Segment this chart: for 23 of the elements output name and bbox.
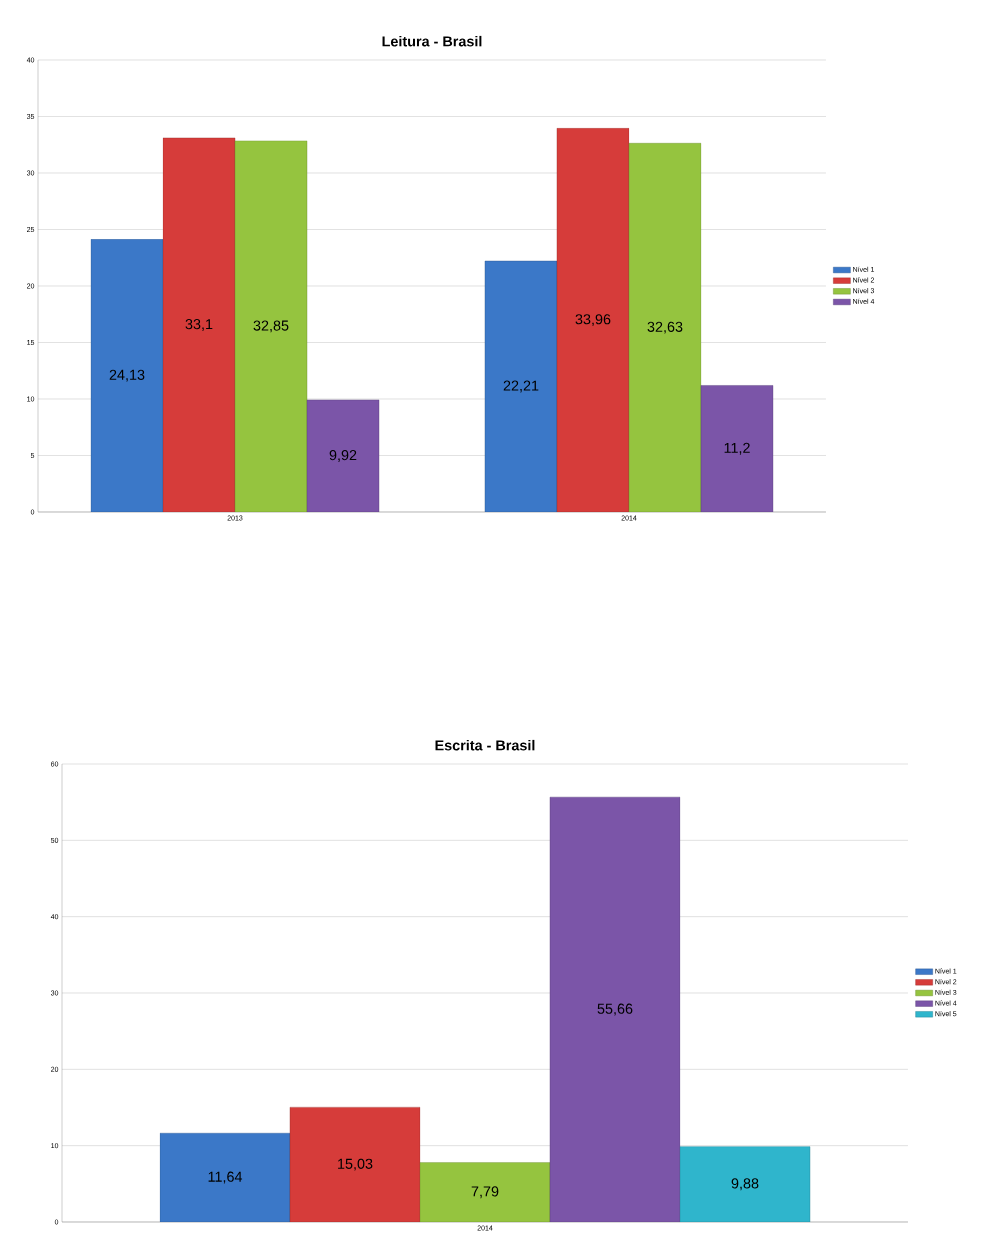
data-label: 55,66 — [597, 1003, 633, 1016]
bar — [306, 399, 380, 512]
data-label: 11,64 — [208, 1171, 243, 1184]
bar — [700, 385, 774, 512]
chart-title: Escrita - Brasil — [435, 739, 535, 751]
chart-title: Leitura - Brasil — [382, 35, 482, 47]
data-label: 9,92 — [329, 450, 357, 462]
data-label: 9,88 — [731, 1178, 759, 1191]
bar — [628, 143, 702, 512]
data-label: 33,96 — [575, 314, 611, 327]
bar — [162, 137, 236, 512]
bar — [90, 239, 164, 512]
data-label: 22,21 — [503, 380, 539, 393]
bar — [556, 128, 630, 512]
data-label: 32,63 — [647, 321, 683, 334]
bar — [234, 140, 308, 512]
data-label: 24,13 — [109, 369, 145, 382]
data-label: 15,03 — [338, 1158, 373, 1171]
data-label: 7,79 — [471, 1186, 499, 1199]
data-label: 11,2 — [724, 442, 750, 455]
data-label: 32,85 — [253, 320, 289, 333]
bar — [484, 260, 558, 512]
data-label: 33,1 — [185, 319, 213, 331]
